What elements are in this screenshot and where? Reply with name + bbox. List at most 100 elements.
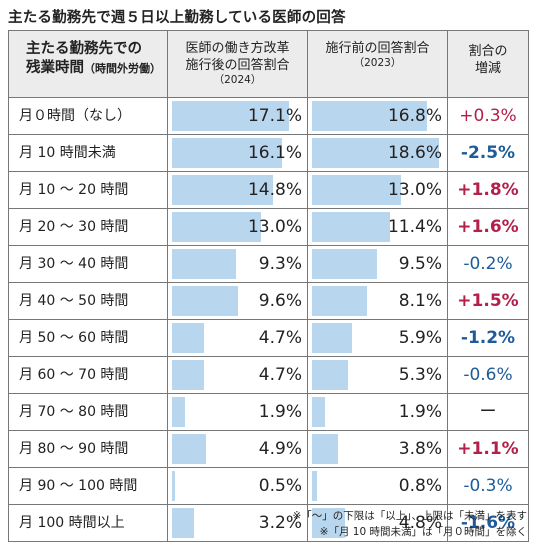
value-2024-label: 4.9% bbox=[258, 439, 302, 459]
table-row: 月 60 ～ 70 時間 4.7% 5.3% -0.6% bbox=[9, 357, 529, 394]
value-2023-label: 1.9% bbox=[398, 402, 442, 422]
change-cell: -2.5% bbox=[448, 135, 529, 172]
value-2023-label: 4.8% bbox=[398, 513, 442, 533]
change-label: -1.2% bbox=[460, 328, 516, 348]
table-row: 月 10 時間未満 16.1% 18.6% -2.5% bbox=[9, 135, 529, 172]
category-cell: 月 50 ～ 60 時間 bbox=[9, 320, 168, 357]
change-label: ー bbox=[479, 402, 497, 422]
value-2024-cell: 4.7% bbox=[168, 357, 308, 394]
bar-2024 bbox=[172, 212, 261, 242]
value-2023-label: 16.8% bbox=[387, 106, 442, 126]
value-2024-cell: 16.1% bbox=[168, 135, 308, 172]
value-2023-cell: 5.3% bbox=[308, 357, 448, 394]
value-2023-cell: 8.1% bbox=[308, 283, 448, 320]
category-label: 月 60 ～ 70 時間 bbox=[19, 367, 129, 383]
bar-2023 bbox=[312, 397, 325, 427]
category-cell: 月 80 ～ 90 時間 bbox=[9, 431, 168, 468]
category-cell: 月 10 ～ 20 時間 bbox=[9, 172, 168, 209]
value-2024-label: 0.5% bbox=[258, 476, 302, 496]
value-2024-label: 1.9% bbox=[258, 402, 302, 422]
value-2024-cell: 9.3% bbox=[168, 246, 308, 283]
bar-2023 bbox=[312, 471, 318, 501]
bar-2023 bbox=[312, 175, 401, 205]
category-label: 月 100 時間以上 bbox=[19, 515, 125, 531]
value-2023-label: 5.3% bbox=[398, 365, 442, 385]
table-row: 月 10 ～ 20 時間 14.8% 13.0% +1.8% bbox=[9, 172, 529, 209]
change-label: -1.6% bbox=[460, 513, 516, 533]
bar-2024 bbox=[172, 360, 205, 390]
table-row: 月 20 ～ 30 時間 13.0% 11.4% +1.6% bbox=[9, 209, 529, 246]
header-overtime-sub: （時間外労働） bbox=[84, 62, 161, 75]
value-2023-label: 11.4% bbox=[387, 217, 442, 237]
bar-2023 bbox=[312, 286, 368, 316]
value-2023-label: 0.8% bbox=[398, 476, 442, 496]
value-2023-cell: 13.0% bbox=[308, 172, 448, 209]
category-cell: 月 20 ～ 30 時間 bbox=[9, 209, 168, 246]
header-change-line2: 増減 bbox=[474, 61, 501, 76]
value-2023-label: 9.5% bbox=[398, 254, 442, 274]
change-cell: +1.6% bbox=[448, 209, 529, 246]
bar-2023 bbox=[312, 138, 440, 168]
category-cell: 月 100 時間以上 bbox=[9, 505, 168, 542]
value-2023-label: 3.8% bbox=[398, 439, 442, 459]
value-2024-cell: 9.6% bbox=[168, 283, 308, 320]
change-label: +0.3% bbox=[459, 106, 517, 126]
change-cell: +1.1% bbox=[448, 431, 529, 468]
category-label: 月 70 ～ 80 時間 bbox=[19, 404, 129, 420]
change-label: +1.8% bbox=[457, 180, 519, 200]
value-2024-label: 13.0% bbox=[247, 217, 302, 237]
header-2024-line2: 施行後の回答割合 bbox=[185, 58, 290, 73]
bar-2024 bbox=[172, 101, 289, 131]
footnote-2: ※「月 10 時間未満」は「月０時間」を除く bbox=[319, 526, 527, 538]
change-cell: ー bbox=[448, 394, 529, 431]
value-2023-cell: 1.9% bbox=[308, 394, 448, 431]
value-2024-cell: 3.2% bbox=[168, 505, 308, 542]
bar-2024 bbox=[172, 138, 283, 168]
value-2024-label: 9.6% bbox=[258, 291, 302, 311]
category-cell: 月 70 ～ 80 時間 bbox=[9, 394, 168, 431]
category-cell: 月 60 ～ 70 時間 bbox=[9, 357, 168, 394]
value-2023-cell: 5.9% bbox=[308, 320, 448, 357]
chart-title: 主たる勤務先で週５日以上勤務している医師の回答 bbox=[8, 10, 346, 26]
table-row: 月 40 ～ 50 時間 9.6% 8.1% +1.5% bbox=[9, 283, 529, 320]
value-2023-cell: 4.8% bbox=[308, 505, 448, 542]
value-2023-cell: 0.8% bbox=[308, 468, 448, 505]
header-2023: 施行前の回答割合 （2023） bbox=[308, 31, 448, 98]
change-cell: +1.8% bbox=[448, 172, 529, 209]
table-header: 主たる勤務先での 残業時間（時間外労働） 医師の働き方改革 施行後の回答割合 （… bbox=[9, 31, 529, 98]
bar-2024 bbox=[172, 286, 238, 316]
value-2023-cell: 9.5% bbox=[308, 246, 448, 283]
value-2024-label: 3.2% bbox=[258, 513, 302, 533]
header-2023-line1: 施行前の回答割合 bbox=[325, 41, 430, 56]
value-2023-cell: 16.8% bbox=[308, 98, 448, 135]
bar-2023 bbox=[312, 101, 427, 131]
value-2024-label: 14.8% bbox=[247, 180, 302, 200]
table-row: 月０時間（なし） 17.1% 16.8% +0.3% bbox=[9, 98, 529, 135]
category-label: 月 20 ～ 30 時間 bbox=[19, 219, 129, 235]
change-label: -0.6% bbox=[463, 365, 513, 385]
change-cell: -0.6% bbox=[448, 357, 529, 394]
header-2024-year: （2024） bbox=[213, 74, 262, 86]
value-2024-label: 9.3% bbox=[258, 254, 302, 274]
category-label: 月 10 ～ 20 時間 bbox=[19, 182, 129, 198]
table-row: 月 80 ～ 90 時間 4.9% 3.8% +1.1% bbox=[9, 431, 529, 468]
category-cell: 月 10 時間未満 bbox=[9, 135, 168, 172]
bar-2024 bbox=[172, 175, 274, 205]
value-2024-cell: 0.5% bbox=[168, 468, 308, 505]
category-cell: 月 30 ～ 40 時間 bbox=[9, 246, 168, 283]
table-body: 月０時間（なし） 17.1% 16.8% +0.3% 月 10 時間未満 16.1% 18.… bbox=[9, 98, 529, 542]
table-row: 月 70 ～ 80 時間 1.9% 1.9% ー bbox=[9, 394, 529, 431]
value-2024-cell: 4.9% bbox=[168, 431, 308, 468]
header-overtime-label: 残業時間 bbox=[26, 60, 84, 76]
table-row: 月 100 時間以上 3.2% 4.8% -1.6% bbox=[9, 505, 529, 542]
category-label: 月 10 時間未満 bbox=[19, 145, 116, 161]
category-label: 月 90 ～ 100 時間 bbox=[19, 478, 138, 494]
header-overtime: 主たる勤務先での 残業時間（時間外労働） bbox=[9, 31, 168, 98]
bar-2024 bbox=[172, 434, 206, 464]
bar-2024 bbox=[172, 323, 205, 353]
value-2024-label: 4.7% bbox=[258, 365, 302, 385]
header-2023-year: （2023） bbox=[353, 57, 402, 69]
value-2023-label: 13.0% bbox=[387, 180, 442, 200]
bar-2024 bbox=[172, 508, 194, 538]
